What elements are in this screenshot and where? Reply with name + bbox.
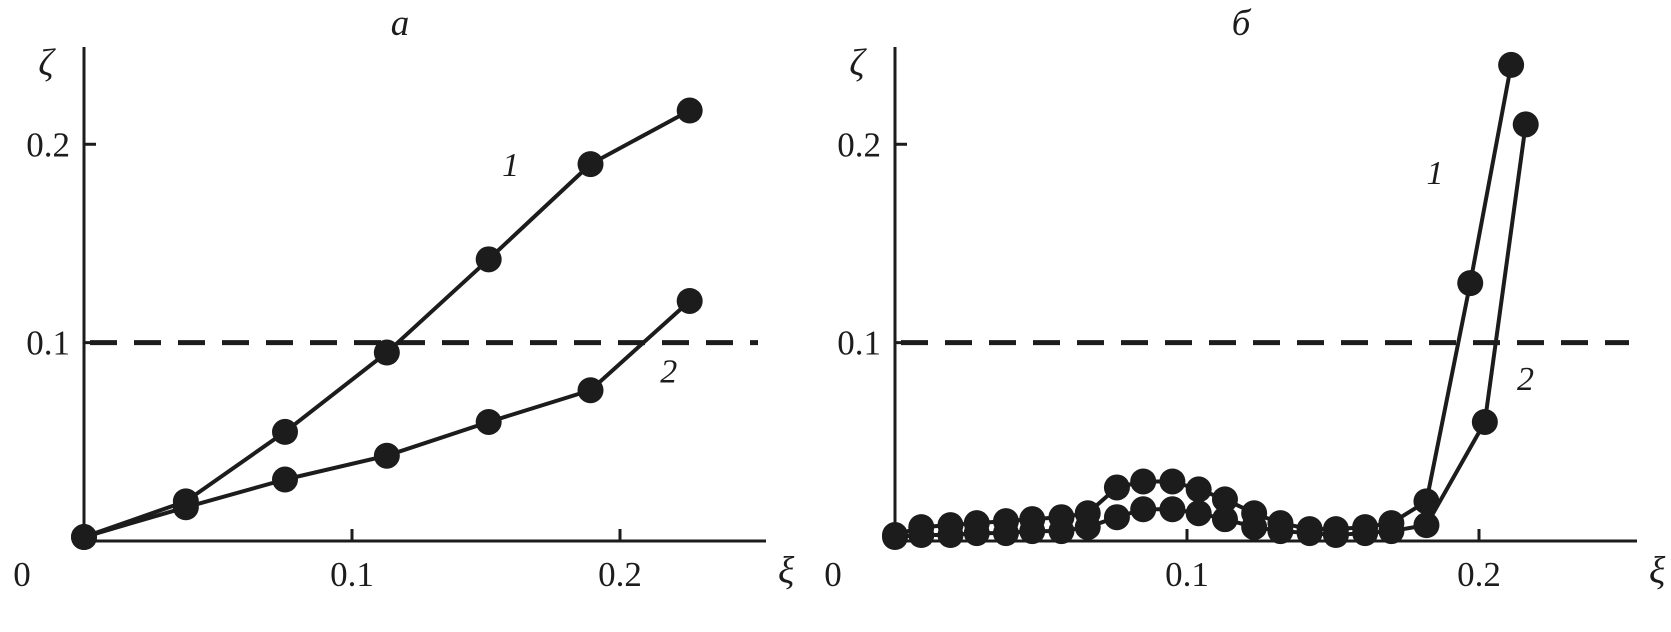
x-tick-label: 0.1 [330,555,374,594]
y-axis-label: ζ [38,42,56,84]
axes [82,47,766,543]
data-point-series-2 [1413,512,1440,539]
chart-canvas-б: 0 0.1 0.2 0.1 0.2 ζ ξ 1 2 [824,42,1666,594]
data-point-series-2 [1130,496,1157,523]
data-point-series-2 [1185,500,1212,527]
data-point-series-2 [272,466,298,493]
data-point-series-2 [882,524,908,551]
data-point-series-2 [676,287,703,314]
data-point-series-2 [1296,520,1323,547]
data-point-series-2 [1103,504,1130,531]
data-point-series-2 [1322,522,1349,549]
series-line-1 [83,108,691,539]
data-point-series-2 [1019,518,1046,545]
series-line-1 [894,64,1514,537]
data-point-series-2 [1378,518,1405,545]
series-label-2: 2 [660,353,677,390]
data-point-series-1 [1498,51,1525,78]
data-point-series-2 [373,442,400,469]
series-label-1: 1 [502,147,519,184]
data-point-series-1 [272,418,298,445]
data-point-series-2 [1159,496,1186,523]
data-point-series-2 [992,520,1019,547]
data-point-series-2 [1352,520,1379,547]
panel-b: б 0 0.1 0.2 0.1 0.2 ζ ξ 1 2 [811,0,1671,632]
data-point-series-1 [1413,488,1440,515]
y-tick-label: 0.2 [837,125,881,164]
data-point-series-2 [1211,506,1238,533]
data-point-series-1 [1103,474,1130,501]
y-axis-label: ζ [849,42,867,84]
data-point-series-1 [577,151,604,178]
series-label-2: 2 [1517,361,1534,398]
data-point-series-2 [1241,514,1268,541]
data-point-series-2 [172,494,199,521]
data-point-series-2 [1074,514,1101,541]
data-point-series-2 [1471,408,1498,435]
series-line-2 [894,124,1528,540]
x-tick-label: 0.2 [1457,555,1501,594]
x-tick-label: 0.2 [598,555,642,594]
data-point-series-1 [373,339,400,366]
panel-a: a 0 0.1 0.2 0.1 0.2 ζ ξ 1 2 [0,0,800,632]
data-point-series-1 [1159,468,1186,495]
x-tick-label: 0 [13,555,31,594]
data-point-series-2 [577,377,604,404]
chart-canvas-a: 0 0.1 0.2 0.1 0.2 ζ ξ 1 2 [13,42,795,594]
data-point-series-2 [71,524,97,551]
y-tick-label: 0.1 [26,324,70,363]
data-point-series-2 [937,522,964,549]
x-tick-label: 0.1 [1165,555,1209,594]
y-tick-label: 0.1 [837,324,881,363]
data-point-series-2 [1512,111,1539,138]
data-point-series-2 [963,520,990,547]
x-tick-label: 0 [824,555,842,594]
data-point-series-1 [1457,270,1484,297]
data-point-series-1 [1211,486,1238,513]
x-axis-label: ξ [1649,550,1666,592]
data-point-series-1 [1130,468,1157,495]
x-axis-label: ξ [778,550,795,592]
data-point-series-2 [475,408,502,435]
y-tick-label: 0.2 [26,125,70,164]
data-point-series-2 [1267,518,1294,545]
series-label-1: 1 [1426,155,1443,192]
data-point-series-2 [908,522,935,549]
data-point-series-1 [676,97,703,124]
data-point-series-1 [475,246,502,273]
data-point-series-2 [1048,518,1075,545]
data-point-series-1 [1185,476,1212,503]
